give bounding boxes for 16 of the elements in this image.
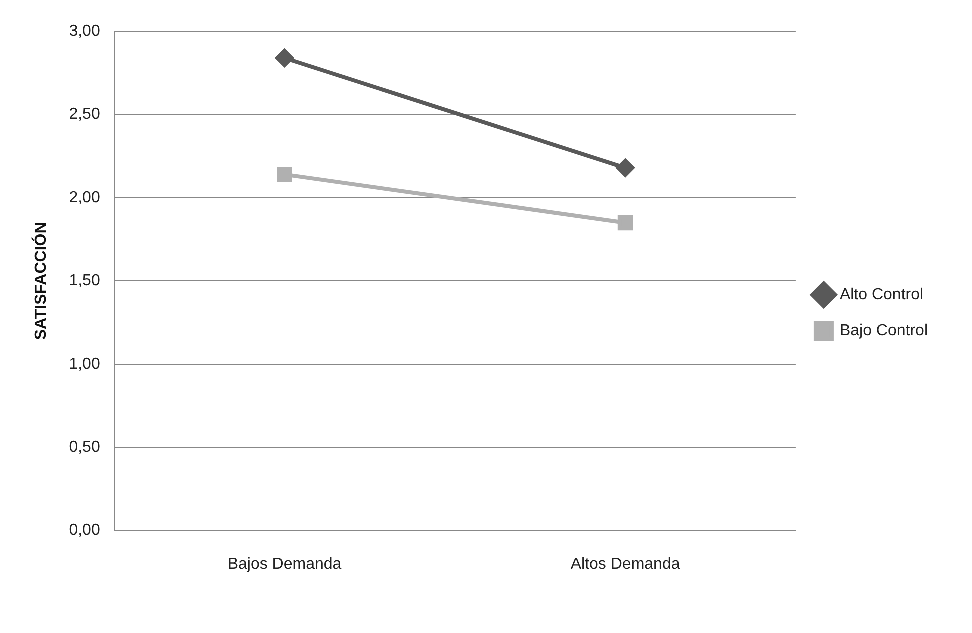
point	[616, 159, 635, 178]
y-tick-label: 1,00	[69, 356, 100, 373]
y-tick-label: 3,00	[69, 23, 100, 40]
y-tick-label: 1,50	[69, 272, 100, 290]
y-tick-label: 0,50	[69, 439, 100, 456]
x-tick-label: Altos Demanda	[570, 556, 680, 573]
y-tick-label: 0,00	[69, 522, 100, 540]
point	[276, 49, 294, 68]
legend-label: Alto Control	[840, 286, 924, 304]
y-tick-label: 2,50	[69, 106, 100, 124]
legend-label: Bajo Control	[840, 322, 928, 340]
y-tick-label: 2,00	[69, 189, 100, 206]
point	[618, 215, 634, 231]
x-tick-label: Bajos Demanda	[228, 556, 342, 573]
point	[277, 167, 292, 182]
y-axis-title: SATISFACCIÓN	[31, 222, 50, 340]
